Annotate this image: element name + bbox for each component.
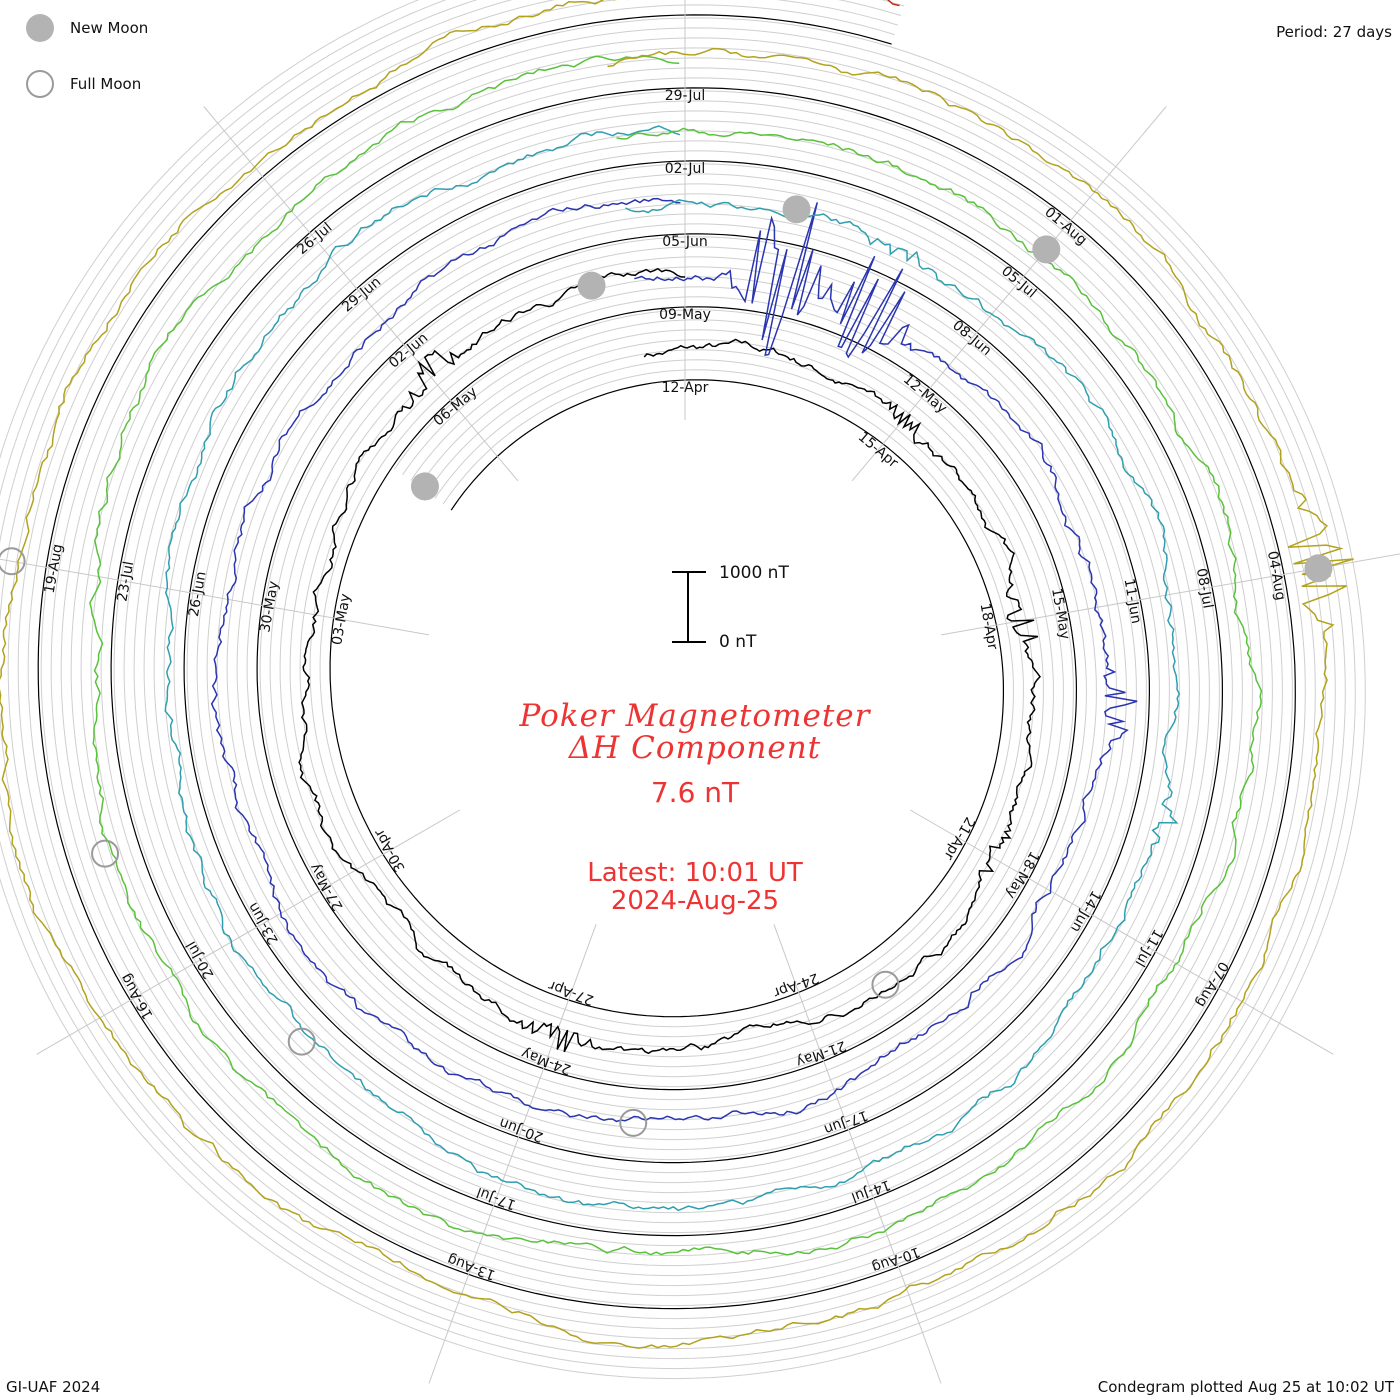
radial-gridline [428, 924, 597, 1384]
footer-plotted-time: Condegram plotted Aug 25 at 10:02 UT [1097, 1378, 1394, 1396]
new-moon-marker [782, 195, 811, 224]
spiral-gridline [0, 0, 1336, 1350]
date-tick-label: 06-May [431, 384, 481, 430]
new-moon-marker [1304, 554, 1333, 583]
chart-title-line1: Poker Magnetometer [519, 698, 871, 734]
date-tick-label: 19-Aug [42, 543, 66, 595]
legend-new-moon-label: New Moon [70, 19, 149, 37]
current-value: 7.6 nT [650, 776, 740, 809]
date-tick-label: 02-Jun [386, 330, 431, 372]
series-trace [210, 197, 1138, 1123]
full-moon-marker [619, 1108, 648, 1137]
full-moon-icon [26, 70, 54, 98]
series-trace [89, 55, 1263, 1256]
full-moon-marker [871, 970, 900, 999]
legend-new-moon: New Moon [26, 14, 148, 42]
spiral-gridline [27, 4, 1306, 1320]
full-moon-marker [0, 547, 26, 576]
spiral-gridline [17, 0, 1316, 1330]
date-tick-label: 12-Apr [662, 380, 709, 396]
date-tick-label: 07-Aug [1192, 959, 1231, 1010]
period-label: Period: 27 days [1276, 23, 1392, 41]
date-tick-label: 11-Jun [1121, 577, 1145, 625]
date-tick-label: 12-May [900, 371, 950, 417]
date-tick-label: 03-May [329, 593, 354, 647]
date-tick-label: 30-May [257, 580, 282, 634]
legend-full-moon: Full Moon [26, 70, 141, 98]
series-trace [298, 267, 1041, 1055]
date-tick-label: 05-Jul [998, 263, 1039, 301]
date-tick-label: 15-May [1048, 587, 1073, 641]
series-trace [164, 125, 1181, 1212]
scale-max-label: 1000 nT [719, 563, 789, 583]
date-tick-label: 09-May [659, 307, 711, 323]
date-tick-label: 18-Apr [977, 602, 1001, 651]
new-moon-marker [410, 472, 439, 501]
footer-credit: GI-UAF 2024 [6, 1378, 101, 1396]
scale-min-label: 0 nT [719, 632, 757, 652]
date-tick-label: 17-Jul [475, 1184, 519, 1213]
radial-gridline [203, 106, 519, 482]
series-trace [0, 0, 1354, 1349]
date-tick-label: 08-Jun [949, 317, 994, 359]
radial-gridline [36, 809, 461, 1055]
full-moon-marker [91, 839, 120, 868]
date-tick-label: 26-Jul [294, 220, 335, 258]
date-tick-label: 05-Jun [662, 234, 708, 250]
radial-gridline [851, 106, 1167, 482]
spiral-gridline [0, 0, 1366, 1380]
date-tick-label: 17-Jun [822, 1107, 870, 1138]
spiral-gridline [0, 0, 1346, 1360]
date-tick-label: 13-Aug [445, 1251, 497, 1283]
legend-full-moon-label: Full Moon [70, 75, 142, 93]
latest-date: 2024-Aug-25 [610, 886, 780, 916]
latest-time: Latest: 10:01 UT [587, 858, 803, 888]
date-tick-label: 08-Jul [1193, 567, 1216, 610]
radial-gridline [909, 809, 1334, 1055]
spiral-gridline [0, 0, 1356, 1370]
date-tick-label: 24-Apr [771, 969, 821, 1000]
new-moon-marker [577, 271, 606, 300]
date-tick-label: 21-Apr [940, 814, 977, 863]
date-tick-label: 23-Jul [114, 560, 137, 603]
date-tick-label: 29-Jun [339, 274, 384, 316]
chart-title-line2: ΔH Component [568, 730, 822, 766]
date-tick-label: 10-Aug [870, 1243, 922, 1275]
date-tick-label: 16-Aug [118, 971, 157, 1022]
date-tick-label: 02-Jul [665, 161, 706, 177]
radial-gridline [773, 924, 942, 1384]
spiral-gridline [7, 0, 1326, 1340]
radial-gridline [0, 558, 430, 636]
date-tick-label: 26-Jun [186, 570, 210, 618]
new-moon-marker [1032, 235, 1061, 264]
full-moon-marker [287, 1027, 316, 1056]
date-tick-label: 04-Aug [1264, 550, 1288, 602]
date-tick-label: 27-Apr [546, 977, 596, 1008]
new-moon-icon [26, 14, 54, 42]
spiral-baseline [37, 14, 1296, 1310]
date-tick-label: 29-Jul [665, 88, 706, 104]
date-tick-label: 15-Apr [855, 429, 901, 471]
